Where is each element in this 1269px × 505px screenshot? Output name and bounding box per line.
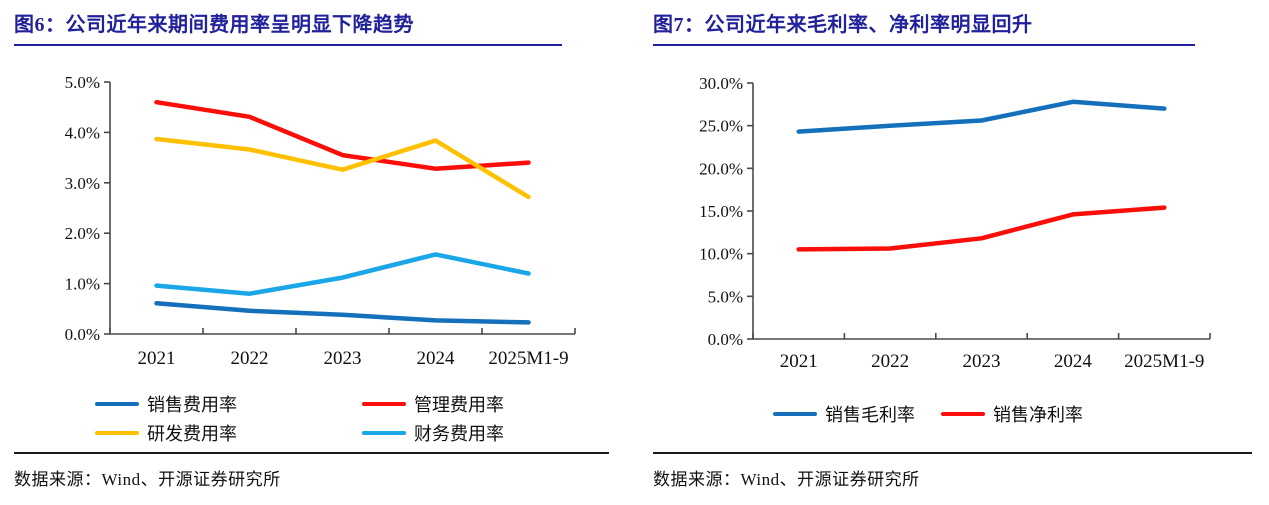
chart-axes — [109, 82, 575, 335]
legend-line-swatch — [941, 412, 985, 416]
y-tick-label: 15.0% — [699, 202, 743, 221]
legend-line-swatch — [362, 431, 406, 435]
figure-7-source: 数据来源：Wind、开源证券研究所 — [653, 452, 1252, 490]
legend-label: 销售毛利率 — [825, 405, 915, 425]
y-tick-label: 4.0% — [65, 123, 100, 142]
legend-line-swatch — [95, 402, 139, 406]
legend-line-swatch — [773, 412, 817, 416]
y-tick-label: 0.0% — [65, 325, 100, 344]
y-tick-label: 20.0% — [699, 159, 743, 178]
series-line-销售费用率 — [154, 301, 531, 325]
figure-7-legend: 销售毛利率 销售净利率 — [653, 402, 1083, 426]
legend-line-swatch — [362, 402, 406, 406]
figure-7-panel: 图7：公司近年来毛利率、净利率明显回升 0.0% 5.0% 10.0% 15.0% 20… — [653, 0, 1255, 505]
figure-6-panel: 图6：公司近年来期间费用率呈明显下降趋势 0.0% 1.0% 2.0% 3.0% 4.0… — [14, 0, 612, 505]
y-tick-label: 5.0% — [708, 287, 743, 306]
legend-item: 销售净利率 — [941, 402, 1083, 426]
x-tick-label: 2022 — [871, 351, 909, 372]
margin-line-chart: 0.0% 5.0% 10.0% 15.0% 20.0% 25.0% 30.0% 2021 202… — [699, 74, 1211, 372]
legend-item: 财务费用率 — [362, 421, 504, 445]
y-tick-label: 3.0% — [65, 174, 100, 193]
series-line-财务费用率 — [154, 252, 531, 296]
series-line-销售净利率 — [796, 205, 1167, 252]
legend-line-swatch — [95, 431, 139, 435]
figure-7-title: 图7：公司近年来毛利率、净利率明显回升 — [653, 8, 1195, 46]
figure-6-title: 图6：公司近年来期间费用率呈明显下降趋势 — [14, 8, 562, 46]
figure-6-legend: 销售费用率 管理费用率研发费用率 财务费用率 — [14, 392, 504, 445]
x-tick-label: 2025M1-9 — [1124, 351, 1204, 372]
y-tick-label: 10.0% — [699, 245, 743, 264]
x-tick-label: 2022 — [231, 348, 269, 369]
y-tick-label: 0.0% — [708, 330, 743, 349]
legend-label: 管理费用率 — [414, 395, 504, 415]
legend-label: 销售费用率 — [147, 395, 237, 415]
expense-ratio-line-chart: 0.0% 1.0% 2.0% 3.0% 4.0% 5.0% 2021 2022 2023 2024… — [65, 73, 576, 369]
series-line-销售毛利率 — [796, 99, 1167, 134]
y-tick-label: 25.0% — [699, 117, 743, 136]
y-tick-label: 1.0% — [65, 275, 100, 294]
legend-item: 销售毛利率 — [773, 402, 915, 426]
series-line-管理费用率 — [154, 99, 531, 171]
legend-label: 财务费用率 — [414, 424, 504, 444]
x-tick-label: 2021 — [780, 351, 818, 372]
legend-item: 管理费用率 — [362, 392, 504, 416]
x-tick-label: 2024 — [1054, 351, 1093, 372]
y-tick-label: 2.0% — [65, 224, 100, 243]
legend-item: 销售费用率 — [95, 392, 362, 416]
x-tick-label: 2025M1-9 — [488, 348, 568, 369]
x-tick-label: 2023 — [324, 348, 362, 369]
legend-item: 研发费用率 — [95, 421, 362, 445]
series-line-研发费用率 — [154, 136, 531, 200]
x-tick-label: 2023 — [963, 351, 1001, 372]
legend-label: 销售净利率 — [993, 405, 1083, 425]
figure-6-source: 数据来源：Wind、开源证券研究所 — [14, 452, 609, 490]
x-tick-label: 2021 — [138, 348, 176, 369]
x-tick-label: 2024 — [417, 348, 456, 369]
y-tick-label: 30.0% — [699, 74, 743, 93]
y-tick-label: 5.0% — [65, 73, 100, 92]
legend-label: 研发费用率 — [147, 424, 237, 444]
